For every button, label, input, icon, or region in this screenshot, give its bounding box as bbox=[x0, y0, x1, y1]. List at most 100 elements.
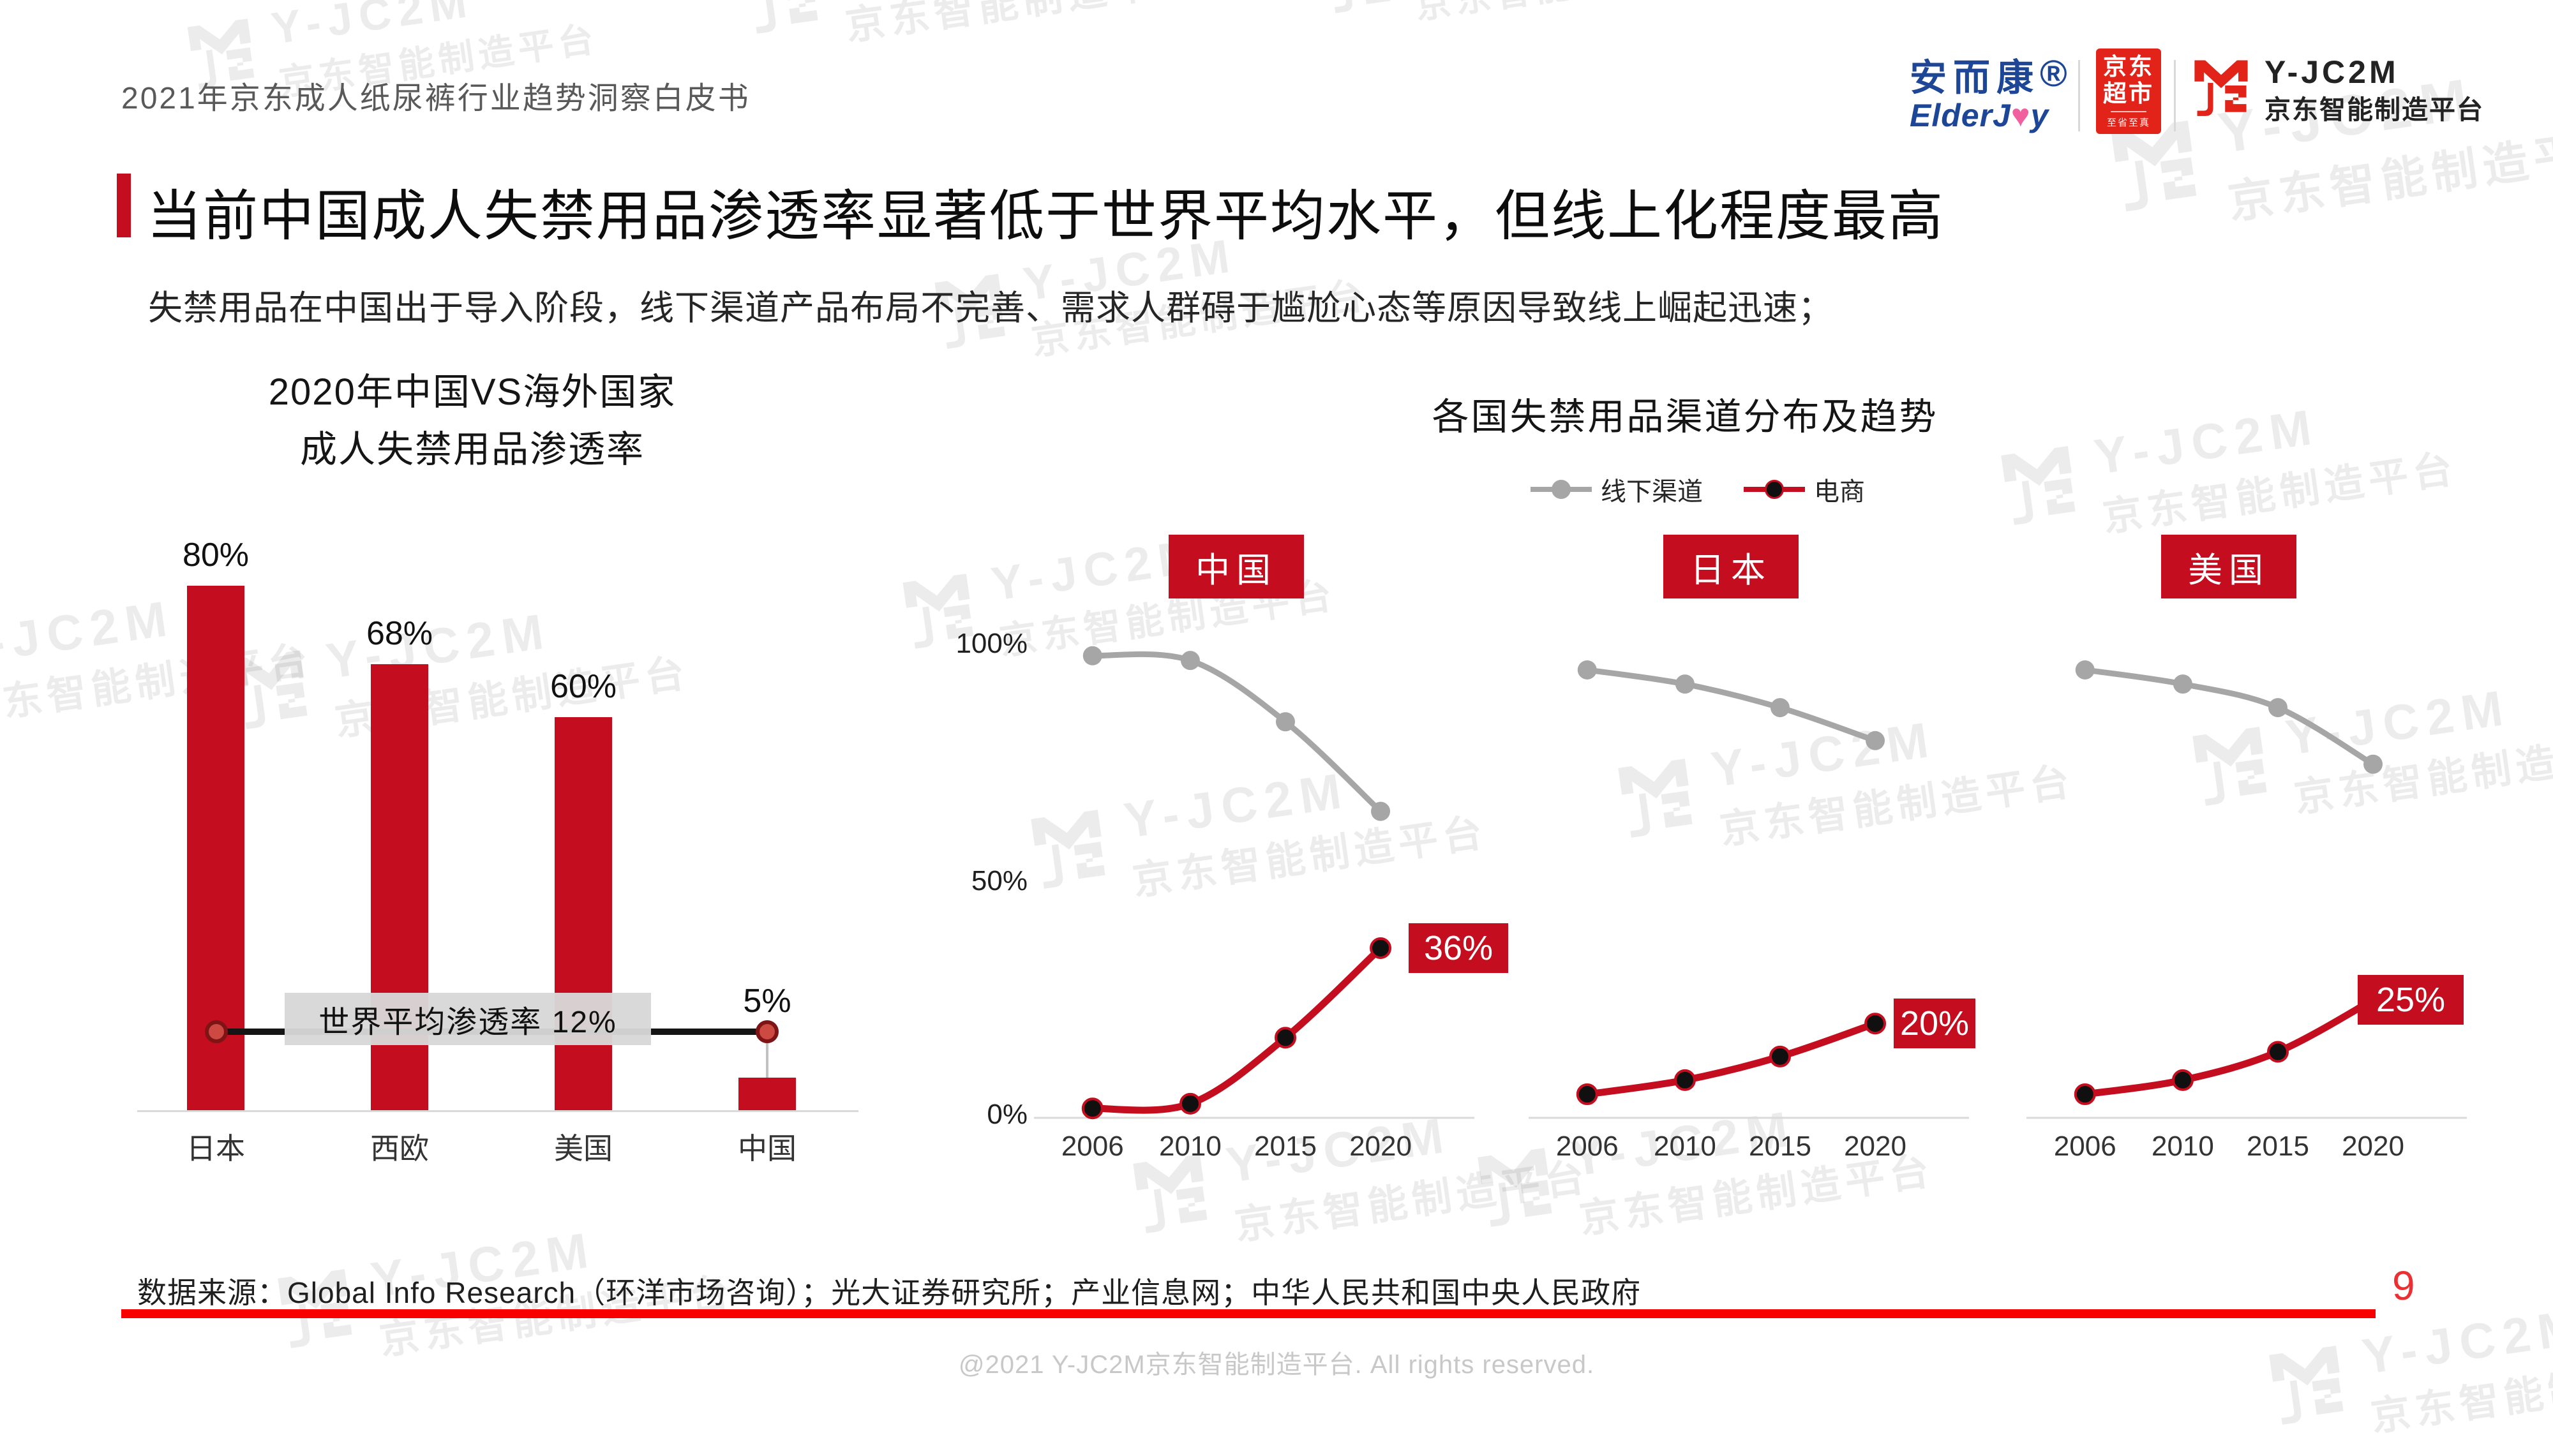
y-axis-tick-100: 100% bbox=[955, 628, 1028, 659]
heart-icon: ♥ bbox=[2010, 98, 2031, 134]
data-point bbox=[1371, 801, 1391, 821]
x-axis-tick: 2010 bbox=[1653, 1131, 1716, 1162]
page-title: 当前中国成人失禁用品渗透率显著低于世界平均水平，但线上化程度最高 bbox=[147, 186, 1944, 247]
data-point bbox=[2074, 1083, 2096, 1106]
offline-series-line bbox=[1089, 651, 1384, 815]
bar-value-label: 5% bbox=[743, 982, 791, 1020]
offline-series-line bbox=[2082, 667, 2376, 768]
x-axis-tick: 2006 bbox=[1061, 1131, 1124, 1162]
watermark: Y-JC2M京东智能制造平台 bbox=[1315, 0, 1737, 41]
data-point bbox=[2268, 698, 2287, 718]
x-axis-tick: 2015 bbox=[1749, 1131, 1811, 1162]
data-point bbox=[2363, 754, 2383, 774]
registered-mark: ® bbox=[2040, 53, 2074, 94]
ecommerce-series-line bbox=[1089, 944, 1384, 1114]
world-average-dot-right bbox=[756, 1020, 779, 1043]
data-point bbox=[1770, 698, 1790, 718]
bar-中国 bbox=[738, 1077, 796, 1110]
world-average-label: 世界平均渗透率 12% bbox=[285, 993, 651, 1045]
data-point bbox=[1274, 1027, 1296, 1049]
x-axis-tick: 2020 bbox=[2342, 1131, 2404, 1162]
y-axis-tick-50: 50% bbox=[971, 865, 1028, 896]
copyright-note: @2021 Y-JC2M京东智能制造平台. All rights reserve… bbox=[958, 1351, 1595, 1379]
data-point bbox=[1769, 1045, 1791, 1067]
x-axis-tick: 2010 bbox=[1158, 1131, 1222, 1162]
data-point bbox=[1275, 712, 1295, 732]
legend-item-offline: 线下渠道 bbox=[1531, 471, 1703, 508]
data-point bbox=[1081, 1097, 1104, 1120]
data-point bbox=[2173, 674, 2192, 694]
ecommerce-end-label-中国: 36% bbox=[1409, 923, 1508, 973]
legend-item-ecommerce: 电商 bbox=[1744, 471, 1865, 508]
data-point bbox=[1864, 1013, 1887, 1035]
data-point bbox=[1577, 660, 1597, 680]
bar-category-label: 中国 bbox=[738, 1132, 797, 1165]
country-label-美国: 美国 bbox=[2161, 535, 2296, 598]
bar-美国 bbox=[555, 717, 612, 1110]
data-point bbox=[1866, 731, 1885, 750]
data-point bbox=[1179, 1092, 1201, 1115]
watermark-logo-icon bbox=[1335, 0, 1391, 13]
data-point bbox=[1370, 937, 1392, 959]
x-axis-tick: 2006 bbox=[1555, 1131, 1619, 1162]
data-point bbox=[2075, 660, 2095, 680]
watermark: Y-JC2M京东智能制造平台 bbox=[734, 0, 1203, 65]
data-point bbox=[1576, 1083, 1598, 1106]
bar-chart-title: 2020年中国VS海外国家 成人失禁用品渗透率 bbox=[268, 371, 677, 470]
elderjoy-logo-en: ElderJ♥y bbox=[1910, 98, 2049, 134]
line-chart-panel-中国 bbox=[1034, 646, 1474, 1120]
logo-divider bbox=[2078, 60, 2080, 131]
ecommerce-end-label-日本: 20% bbox=[1894, 999, 1975, 1049]
bar-value-label: 60% bbox=[550, 667, 617, 705]
line-chart-title: 各国失禁用品渠道分布及趋势 bbox=[1432, 396, 1938, 438]
line-chart-panel-美国 bbox=[2026, 660, 2467, 1119]
elderjoy-logo: 安而康® ElderJ♥y bbox=[1910, 53, 2074, 134]
title-accent-bar bbox=[117, 174, 131, 237]
bar-category-label: 美国 bbox=[554, 1132, 613, 1165]
watermark-logo-icon bbox=[756, 0, 818, 34]
watermark-logo-icon bbox=[1478, 1148, 1552, 1227]
data-source-note: 数据来源：Global Info Research（环洋市场咨询）；光大证券研究… bbox=[137, 1276, 1642, 1309]
data-point bbox=[2171, 1069, 2194, 1091]
country-label-中国: 中国 bbox=[1169, 535, 1304, 598]
logo-divider bbox=[2174, 60, 2176, 131]
data-point bbox=[1180, 651, 1200, 671]
offline-series-line bbox=[1584, 667, 1878, 744]
watermark-logo-icon bbox=[2001, 446, 2076, 525]
data-point bbox=[1082, 646, 1102, 665]
ecommerce-end-label-美国: 25% bbox=[2358, 975, 2464, 1025]
ecommerce-series-line bbox=[2081, 996, 2377, 1098]
chart-legend: 线下渠道 电商 bbox=[1442, 471, 1953, 508]
yjc2m-logo-icon bbox=[2194, 60, 2248, 116]
document-title: 2021年京东成人纸尿裤行业趋势洞察白皮书 bbox=[121, 82, 751, 115]
x-axis-tick: 2010 bbox=[2151, 1131, 2214, 1162]
bar-value-label: 80% bbox=[182, 537, 250, 574]
x-axis-tick: 2015 bbox=[1254, 1131, 1317, 1162]
ecommerce-series-line bbox=[1583, 1020, 1879, 1098]
bar-x-axis bbox=[137, 1110, 858, 1112]
x-axis-tick: 2020 bbox=[1349, 1131, 1412, 1162]
badge-divider bbox=[2111, 110, 2146, 112]
x-axis-tick: 2020 bbox=[1844, 1131, 1906, 1162]
line-chart-panel-日本 bbox=[1529, 660, 1969, 1119]
world-average-connector bbox=[766, 1041, 768, 1078]
data-point bbox=[1675, 674, 1695, 694]
bar-category-label: 西欧 bbox=[370, 1132, 429, 1165]
x-axis-tick: 2015 bbox=[2247, 1131, 2309, 1162]
yjc2m-logo-text: Y-JC2M 京东智能制造平台 bbox=[2265, 54, 2484, 124]
bar-value-label: 68% bbox=[366, 615, 433, 653]
bar-category-label: 日本 bbox=[186, 1132, 245, 1165]
page-number: 9 bbox=[2392, 1263, 2415, 1309]
x-axis-tick: 2006 bbox=[2053, 1131, 2116, 1162]
country-label-日本: 日本 bbox=[1663, 535, 1799, 598]
data-point bbox=[2266, 1041, 2289, 1063]
ecommerce-series-marker-icon bbox=[1744, 479, 1805, 500]
world-average-dot-left bbox=[205, 1020, 228, 1043]
jd-supermarket-badge: 京东 超市 至省至真 bbox=[2096, 48, 2161, 134]
offline-series-marker-icon bbox=[1531, 479, 1592, 500]
data-point bbox=[1673, 1069, 1696, 1091]
y-axis-tick-0: 0% bbox=[987, 1099, 1028, 1130]
